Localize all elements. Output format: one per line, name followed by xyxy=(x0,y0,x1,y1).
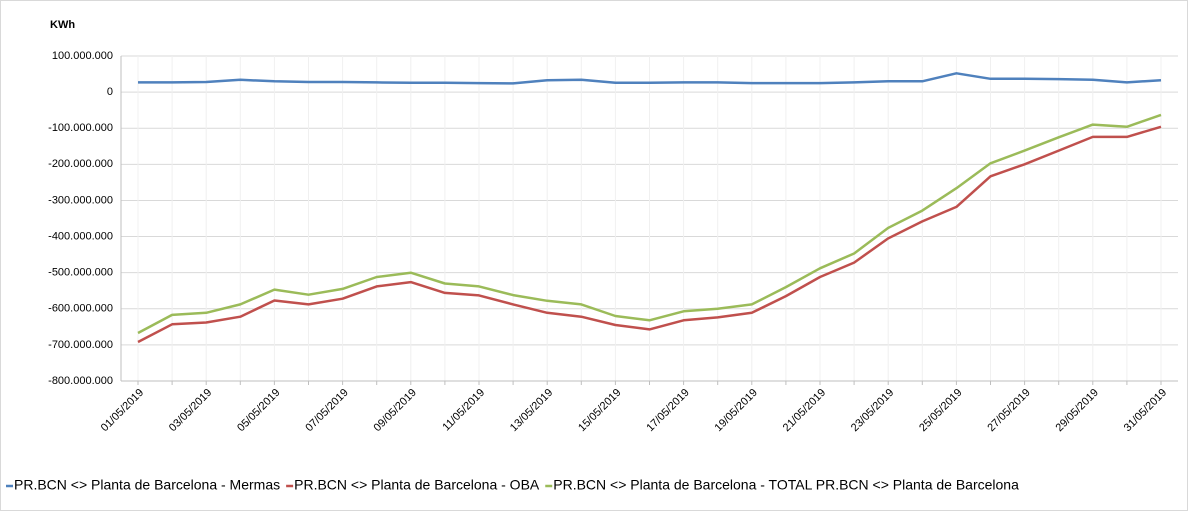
legend-label: PR.BCN <> Planta de Barcelona - OBA xyxy=(294,477,540,493)
legend-label: PR.BCN <> Planta de Barcelona - TOTAL PR… xyxy=(553,477,1019,493)
y-tick-label: 0 xyxy=(107,86,113,98)
y-tick-label: -500.000.000 xyxy=(48,267,113,279)
y-tick-label: -700.000.000 xyxy=(48,339,113,351)
y-tick-label: 100.000.000 xyxy=(52,50,113,62)
y-tick-label: -600.000.000 xyxy=(48,303,113,315)
y-tick-label: -200.000.000 xyxy=(48,158,113,170)
series-line xyxy=(138,72,1162,85)
series-line xyxy=(137,113,1162,335)
y-tick-label: -100.000.000 xyxy=(48,122,113,134)
series-line xyxy=(137,125,1162,344)
y-axis-title: KWh xyxy=(50,19,75,31)
y-tick-label: -800.000.000 xyxy=(48,375,113,387)
legend-label: PR.BCN <> Planta de Barcelona - Mermas xyxy=(14,477,280,493)
y-tick-label: -300.000.000 xyxy=(48,194,113,206)
y-tick-label: -400.000.000 xyxy=(48,230,113,242)
